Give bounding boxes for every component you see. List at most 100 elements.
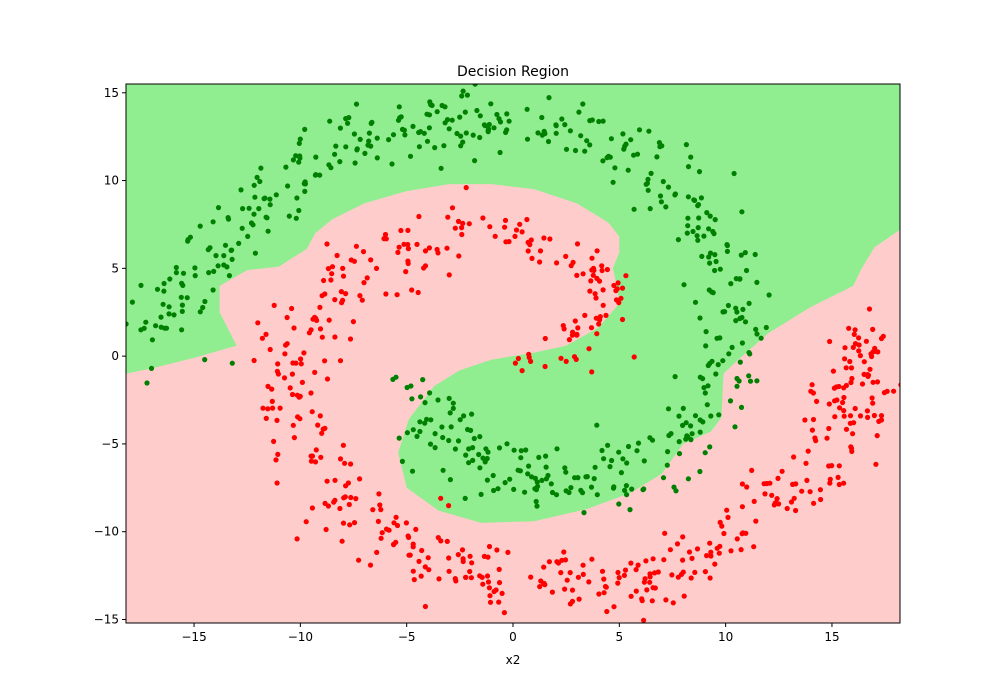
data-point-class-0 — [415, 289, 421, 296]
data-point-class-0 — [506, 239, 512, 245]
data-point-class-0 — [563, 253, 569, 259]
data-point-class-0 — [680, 557, 686, 563]
data-point-class-0 — [619, 285, 626, 291]
data-point-class-1 — [703, 343, 709, 349]
data-point-class-1 — [206, 270, 212, 276]
data-point-class-0 — [283, 342, 289, 348]
data-point-class-0 — [616, 300, 622, 306]
data-point-class-0 — [580, 271, 586, 277]
data-point-class-1 — [701, 385, 707, 391]
data-point-class-1 — [462, 109, 468, 115]
data-point-class-0 — [721, 530, 727, 537]
data-point-class-0 — [569, 598, 576, 605]
data-point-class-1 — [477, 113, 483, 119]
data-point-class-1 — [562, 465, 568, 471]
data-point-class-0 — [851, 331, 857, 337]
data-point-class-0 — [308, 458, 314, 464]
data-point-class-0 — [459, 547, 466, 553]
data-point-class-1 — [623, 483, 630, 489]
data-point-class-0 — [405, 258, 411, 264]
data-point-class-0 — [807, 489, 813, 495]
data-point-class-0 — [317, 326, 324, 332]
data-point-class-0 — [351, 258, 357, 264]
data-point-class-0 — [562, 586, 568, 592]
data-point-class-1 — [634, 448, 640, 454]
data-point-class-0 — [396, 244, 402, 250]
data-point-class-1 — [702, 450, 708, 456]
data-point-class-0 — [708, 553, 714, 559]
data-point-class-0 — [524, 216, 530, 223]
data-point-class-0 — [353, 496, 359, 502]
data-point-class-1 — [210, 219, 216, 225]
data-point-class-0 — [267, 346, 273, 353]
data-point-class-1 — [478, 491, 484, 497]
data-point-class-0 — [537, 259, 543, 265]
data-point-class-0 — [590, 272, 596, 278]
data-point-class-0 — [383, 526, 390, 532]
data-point-class-1 — [754, 378, 760, 384]
data-point-class-0 — [848, 379, 854, 386]
data-point-class-0 — [559, 557, 565, 563]
data-point-class-0 — [694, 546, 701, 552]
data-point-class-0 — [851, 420, 857, 426]
data-point-class-1 — [665, 406, 672, 412]
data-point-class-0 — [260, 405, 266, 411]
data-point-class-0 — [484, 573, 491, 579]
data-point-class-0 — [869, 395, 875, 401]
data-point-class-0 — [340, 442, 346, 448]
data-point-class-1 — [401, 127, 407, 133]
data-point-class-0 — [749, 467, 755, 473]
data-point-class-1 — [578, 487, 584, 493]
data-point-class-0 — [382, 231, 389, 238]
data-point-class-1 — [161, 280, 167, 287]
data-point-class-0 — [604, 266, 611, 273]
data-point-class-0 — [891, 388, 897, 394]
data-point-class-1 — [366, 138, 372, 144]
data-point-class-0 — [502, 224, 508, 230]
data-point-class-0 — [401, 241, 407, 247]
data-point-class-1 — [481, 122, 487, 128]
data-point-class-0 — [628, 560, 634, 566]
data-point-class-0 — [348, 461, 354, 467]
data-point-class-1 — [707, 250, 714, 256]
data-point-class-1 — [645, 187, 651, 193]
data-point-class-0 — [788, 499, 795, 505]
data-point-class-1 — [502, 480, 508, 486]
data-point-class-0 — [615, 569, 621, 576]
data-point-class-1 — [545, 138, 552, 145]
data-point-class-0 — [343, 291, 349, 297]
data-point-class-1 — [352, 160, 358, 166]
data-point-class-1 — [179, 280, 185, 286]
data-point-class-1 — [712, 267, 718, 274]
data-point-class-0 — [602, 583, 609, 590]
data-point-class-1 — [554, 446, 560, 452]
data-point-class-0 — [818, 496, 824, 503]
data-point-class-0 — [586, 346, 592, 352]
data-point-class-1 — [417, 419, 423, 425]
data-point-class-0 — [519, 368, 525, 374]
data-point-class-1 — [683, 142, 690, 148]
data-point-class-1 — [728, 281, 734, 287]
data-point-class-1 — [470, 132, 476, 138]
data-point-class-0 — [599, 568, 606, 574]
data-point-class-0 — [633, 588, 639, 594]
data-point-class-1 — [286, 213, 292, 219]
data-point-class-0 — [541, 580, 547, 587]
data-point-class-0 — [294, 536, 300, 542]
data-point-class-0 — [466, 221, 472, 227]
data-point-class-1 — [611, 484, 617, 490]
data-point-class-1 — [457, 114, 463, 120]
data-point-class-1 — [485, 449, 491, 455]
data-point-class-1 — [535, 130, 541, 136]
data-point-class-1 — [440, 467, 446, 473]
data-point-class-1 — [754, 331, 760, 337]
data-point-class-0 — [751, 498, 757, 504]
data-point-class-0 — [394, 522, 401, 529]
data-point-class-0 — [874, 379, 881, 385]
y-tick-label: 15 — [104, 86, 119, 100]
data-point-class-0 — [849, 375, 855, 382]
data-point-class-1 — [697, 468, 703, 475]
data-point-class-1 — [568, 485, 574, 491]
data-point-class-1 — [702, 390, 708, 396]
data-point-class-0 — [463, 185, 469, 191]
